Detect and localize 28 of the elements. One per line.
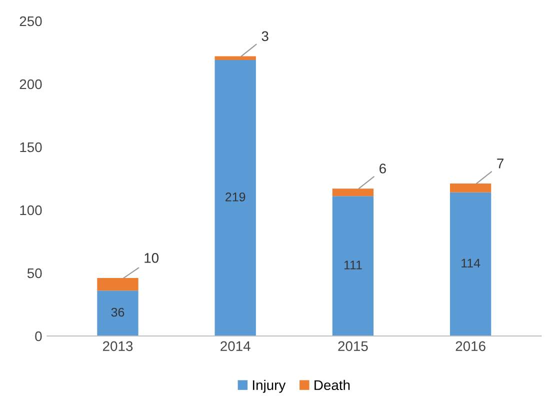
y-tick-label: 250 [20,16,42,26]
x-tick-label: 2013 [102,341,133,352]
bar [450,184,492,192]
y-tick-label: 150 [20,142,42,152]
x-tick-label: 2015 [338,341,368,352]
data-label: 36 [111,308,124,317]
data-label: 114 [462,258,480,268]
legend-label: Death [314,380,350,390]
y-tick-label: 200 [20,79,42,90]
bar [214,60,256,336]
y-tick-label: 100 [20,205,42,216]
y-tick-label: 50 [27,268,42,278]
x-tick-label: 2014 [220,341,250,352]
data-label: 6 [380,164,386,174]
data-label: 219 [226,192,246,202]
data-label: 7 [497,158,504,168]
bar [332,196,374,336]
x-tick-label: 2016 [456,341,486,352]
data-label: 3 [262,31,268,42]
bar [332,188,374,196]
bar [97,290,138,336]
legend-label: Injury [252,380,286,393]
bar [450,192,492,336]
data-label: 10 [144,253,159,263]
data-label: 111 [344,260,362,270]
bar [214,56,256,60]
y-tick-label: 0 [35,331,42,342]
bar [97,278,138,291]
